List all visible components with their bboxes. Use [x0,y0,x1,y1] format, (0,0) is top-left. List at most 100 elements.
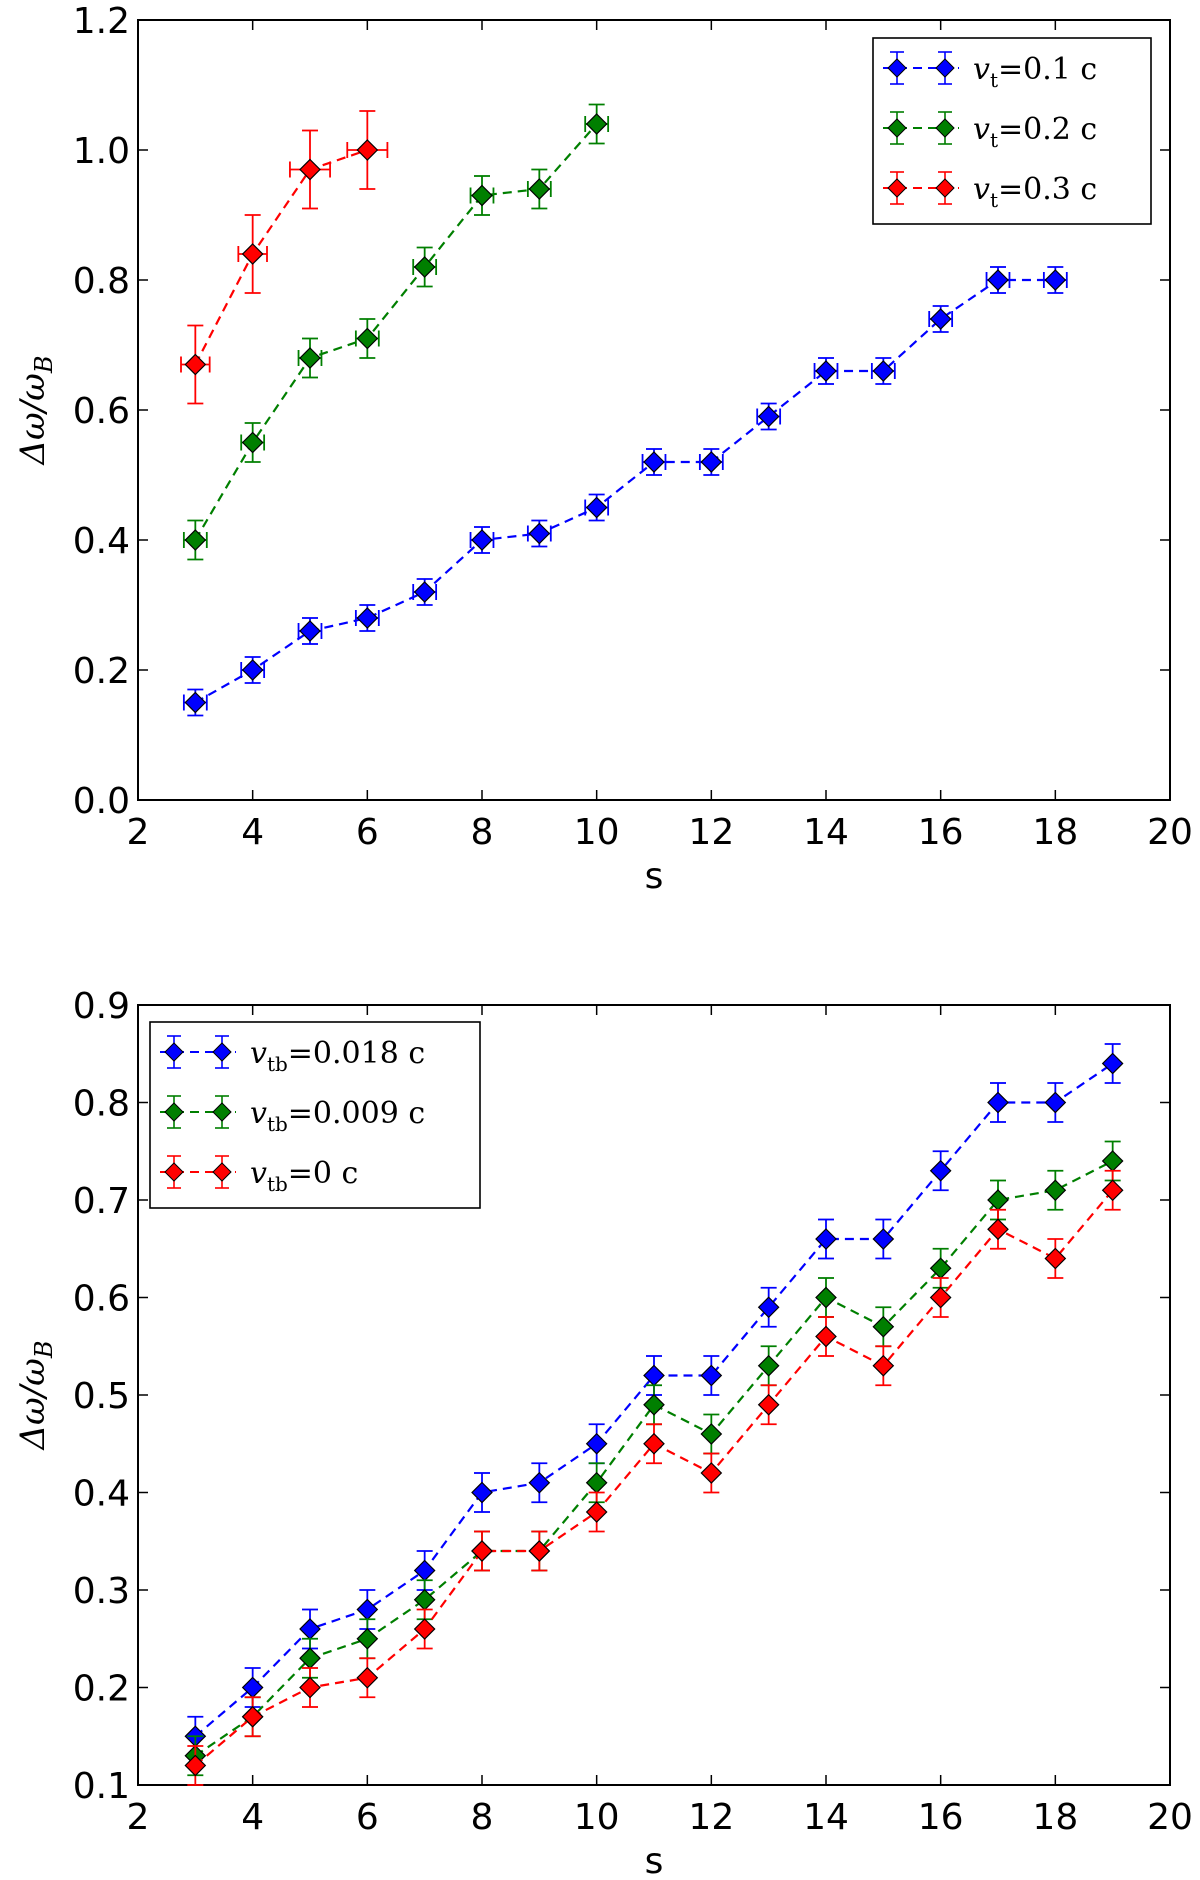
legend: vt=0.1 cvt=0.2 cvt=0.3 c [872,37,1152,225]
x-tick-label: 14 [803,812,849,853]
data-point [241,431,264,454]
data-point [815,1325,837,1348]
x-axis-label: s [645,1841,664,1880]
x-tick-label: 18 [1032,812,1078,853]
y-tick-label: 0.6 [73,1279,130,1320]
chart-top: 2 4 6 8 10 12 14 16 18 20 0.0 0.2 0.4 0.6 0.8 1.0 1.2 s Δω… [13,1,1193,897]
data-point [299,347,321,369]
data-point [815,1286,837,1309]
data-point [757,1296,780,1319]
y-axis-label: Δω/ωB [13,355,58,466]
data-point [815,360,837,382]
x-tick-label: 16 [918,812,964,853]
data-point [356,607,379,629]
x-tick-label: 6 [356,1797,379,1838]
data-point [700,451,723,473]
data-point [585,496,608,519]
data-point [700,1462,723,1484]
series-line [194,1189,1114,1767]
legend-sub: tb [267,1052,288,1076]
x-tick-label: 8 [471,812,494,853]
legend-item: vt=0.1 c [883,51,1097,92]
legend-marker [164,1162,184,1182]
data-point [872,1228,895,1250]
data-point [356,327,379,350]
legend-label: vtb=0 c [250,1156,358,1196]
data-point [929,308,952,330]
data-point [643,451,665,473]
legend-marker [887,58,907,78]
legend-value: =0.3 c [998,172,1097,207]
series-line [194,278,1056,704]
legend-marker [887,118,907,138]
y-tick-label: 0.2 [73,651,130,692]
legend-item: vtb=0.009 c [160,1095,425,1136]
y-tick-label: 0.0 [73,781,130,822]
data-point [299,1618,321,1640]
data-point [700,1423,723,1445]
legend-sub: tb [267,1172,288,1196]
legend-item: vt=0.3 c [883,171,1097,212]
data-point [299,620,321,642]
data-point [241,659,264,681]
legend-sub: tb [267,1112,288,1136]
y-tick-label: 0.6 [73,391,130,432]
legend-sub: t [990,68,998,92]
legend-marker [935,58,955,78]
data-point [528,178,551,200]
legend-item: vtb=0 c [160,1155,358,1196]
legend-var: v [250,1096,267,1131]
x-tick-label: 16 [918,1797,964,1838]
data-point [184,353,207,376]
x-tick-label: 6 [356,812,379,853]
legend-marker [887,178,907,198]
series-line [194,148,368,366]
y-tick-label: 0.8 [73,1084,130,1125]
y-axis-label-sub: B [30,355,58,374]
data-point [929,1159,952,1182]
legend-label: vtb=0.009 c [250,1096,425,1136]
data-point [700,1364,723,1387]
y-axis-label-main: Δω/ω [13,1358,53,1451]
series-2 [184,1169,1124,1786]
y-tick-label: 0.9 [73,986,130,1027]
series-line [194,123,598,541]
legend-label: vtb=0.018 c [250,1036,425,1076]
data-point [528,1540,551,1562]
y-tick-label: 1.0 [73,131,130,172]
data-point [1044,1247,1067,1270]
legend-var: v [973,112,990,147]
series-1 [182,103,610,561]
data-point [528,522,551,545]
x-tick-label: 12 [688,1797,734,1838]
x-tick-label: 20 [1147,812,1193,853]
data-point [585,1501,608,1523]
data-point [471,529,493,551]
data-point [643,1432,665,1455]
data-point [471,1481,493,1504]
data-point [585,1432,608,1455]
data-point [471,184,493,207]
legend-marker [164,1102,184,1122]
data-point [585,1471,608,1494]
data-point [528,1471,551,1494]
y-axis-label-sub: B [30,1340,58,1359]
data-point [356,139,379,161]
data-point [1044,269,1067,291]
data-point [872,1315,895,1338]
data-point [872,360,895,382]
data-point [413,1618,436,1640]
legend-value: =0.009 c [288,1096,425,1131]
y-tick-label: 0.7 [73,1181,130,1222]
data-point [413,256,436,278]
x-tick-label: 8 [471,1797,494,1838]
legend-var: v [250,1036,267,1071]
data-point [987,1218,1009,1241]
y-tick-label: 0.3 [73,1571,130,1612]
legend-marker [935,118,955,138]
data-point [757,1393,780,1416]
x-tick-label: 4 [241,1797,264,1838]
series-2 [180,110,389,405]
